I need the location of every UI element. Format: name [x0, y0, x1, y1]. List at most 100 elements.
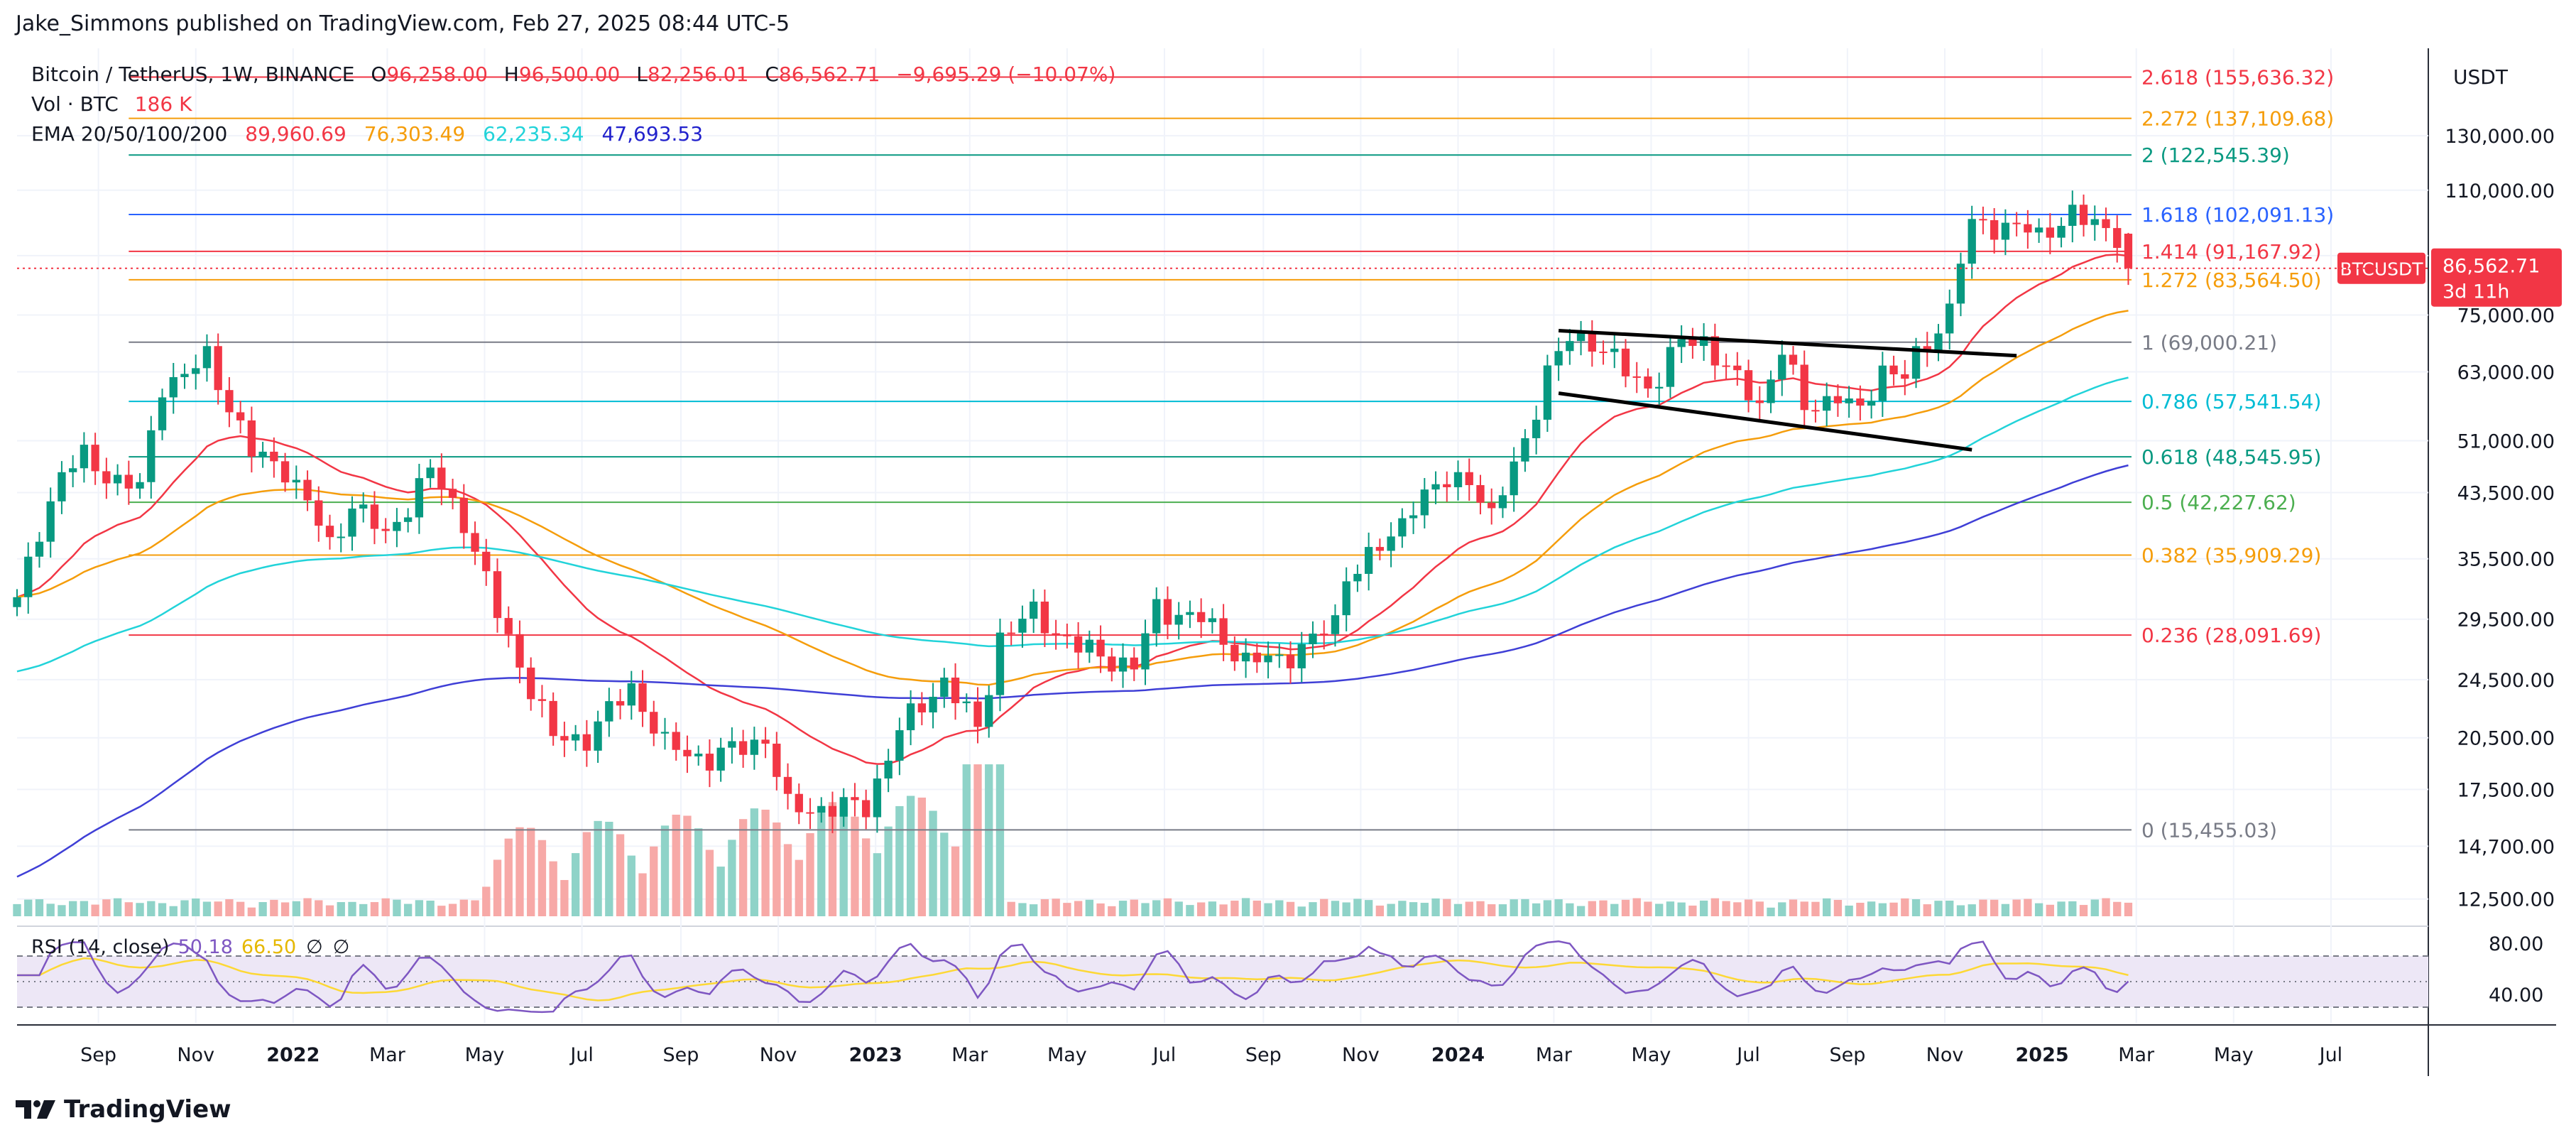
- volume-bar: [124, 902, 133, 916]
- candle-body: [1588, 333, 1596, 352]
- volume-bar: [169, 906, 178, 916]
- volume-bar: [1923, 904, 1931, 916]
- time-axis[interactable]: Sep Nov 2022 Mar May Jul Sep Nov 2023 Mar May Jul Se…: [80, 1044, 2342, 1066]
- volume-bar: [1566, 903, 1574, 916]
- trendline-upper[interactable]: [1558, 328, 2017, 358]
- volume-bar: [917, 797, 927, 916]
- time-tick-label: Sep: [1245, 1044, 1282, 1066]
- candle-body: [1398, 518, 1407, 537]
- volume-bar: [1733, 902, 1742, 916]
- candle-body: [1543, 365, 1552, 420]
- trendline-lower[interactable]: [1558, 391, 1972, 452]
- candle-body: [303, 479, 312, 501]
- volume-bar: [1510, 899, 1518, 916]
- last-price-tag[interactable]: [2431, 248, 2562, 307]
- volume-bar: [940, 832, 949, 916]
- volume-bar: [1420, 903, 1429, 916]
- volume-bar: [1453, 903, 1463, 916]
- candle-body: [1901, 374, 1909, 379]
- candle-body: [1465, 472, 1473, 485]
- price-tick-label: 20,500.00: [2457, 728, 2555, 750]
- candle-body: [403, 517, 413, 522]
- volume-bar: [393, 899, 401, 916]
- volume-bar: [1230, 901, 1239, 916]
- volume-bar: [1833, 899, 1843, 916]
- candle-body: [124, 474, 133, 489]
- candle-body: [147, 430, 155, 482]
- candle-body: [325, 526, 334, 538]
- time-tick-label: Nov: [1926, 1044, 1964, 1066]
- ema200-line: [16, 464, 2129, 878]
- fib-extension[interactable]: 2.618 (155,636.32) 2.272 (137,109.68) 2 (1…: [129, 66, 2334, 842]
- volume-bar: [1823, 898, 1831, 916]
- symbol-title: Bitcoin / TetherUS, 1W, BINANCE: [31, 63, 354, 86]
- candle-body: [315, 500, 323, 526]
- volume-bar: [315, 900, 323, 916]
- candle-body: [1833, 396, 1843, 403]
- candle-body: [1375, 547, 1385, 551]
- candle-body: [917, 703, 927, 713]
- volume-bar: [1196, 902, 1206, 916]
- volume-bar: [1621, 899, 1630, 916]
- candle-body: [1420, 489, 1429, 516]
- price-tick-label: 14,700.00: [2457, 836, 2555, 858]
- candle-body: [2113, 228, 2122, 249]
- candle-body: [471, 533, 479, 552]
- candle-body: [549, 700, 557, 737]
- candle-body: [2079, 205, 2088, 225]
- volume-bar: [1889, 902, 1898, 916]
- volume-bar: [1476, 901, 1485, 916]
- volume-bar: [1252, 900, 1261, 916]
- candle-body: [1264, 655, 1272, 663]
- fib-level-label: 0 (15,455.03): [2141, 818, 2277, 842]
- candle-body: [929, 697, 937, 713]
- candle-body: [906, 703, 915, 731]
- candle-body: [426, 467, 435, 479]
- candle-body: [1800, 364, 1808, 411]
- volume-bar: [1007, 901, 1015, 916]
- currency-label[interactable]: USDT: [2453, 65, 2509, 89]
- candle-body: [560, 736, 569, 741]
- candle-body: [247, 420, 256, 457]
- trendlines[interactable]: [1558, 328, 2017, 452]
- candle-body: [1755, 400, 1764, 403]
- rsi-line: [17, 940, 2129, 1014]
- volume-bar: [884, 826, 893, 916]
- volume-bar: [1521, 899, 1529, 916]
- candle-body: [683, 749, 692, 756]
- candle-body: [1488, 502, 1496, 509]
- grid: [17, 48, 2428, 1023]
- volume-bar: [2024, 899, 2032, 916]
- volume-bar: [1901, 898, 1909, 916]
- candle-body: [1990, 219, 1999, 240]
- fib-level-label: 2 (122,545.39): [2141, 143, 2290, 167]
- volume-bar: [795, 859, 803, 916]
- time-tick-label: May: [1632, 1044, 1671, 1066]
- time-tick-label: Jul: [1152, 1044, 1177, 1066]
- volume-bar: [549, 861, 557, 916]
- candle-body: [1108, 656, 1116, 672]
- volume-bar: [895, 805, 904, 916]
- volume-bar: [1018, 903, 1027, 916]
- candle-body: [1498, 495, 1507, 509]
- candle-body: [91, 445, 99, 472]
- rsi-value: 50.18: [178, 936, 233, 958]
- rsi-pane[interactable]: RSI (14, close) 50.18 66.50 ∅ ∅ 80.00 40.00: [17, 933, 2543, 1014]
- candle-body: [995, 632, 1005, 695]
- publisher-line: Jake_Simmons published on TradingView.co…: [16, 11, 790, 36]
- symbol-legend[interactable]: Bitcoin / TetherUS, 1W, BINANCE O96,258.…: [31, 63, 1115, 146]
- volume-bar: [1387, 903, 1395, 916]
- volume-bar: [1945, 901, 1954, 916]
- ohlc-high-label: H: [504, 63, 519, 86]
- volume-bar: [1845, 905, 1853, 916]
- volume-bar: [672, 814, 680, 916]
- volume-bar: [1767, 907, 1775, 916]
- candle-body: [1845, 398, 1853, 403]
- volume-bar: [750, 808, 759, 916]
- tradingview-logo[interactable]: TradingView: [16, 1095, 231, 1124]
- volume-bar: [2012, 899, 2021, 916]
- fib-level-label: 1 (69,000.21): [2141, 331, 2277, 354]
- ema20-value: 89,960.69: [245, 122, 346, 146]
- price-axis[interactable]: 130,000.00110,000.0090,000.0075,000.0063…: [2337, 126, 2562, 911]
